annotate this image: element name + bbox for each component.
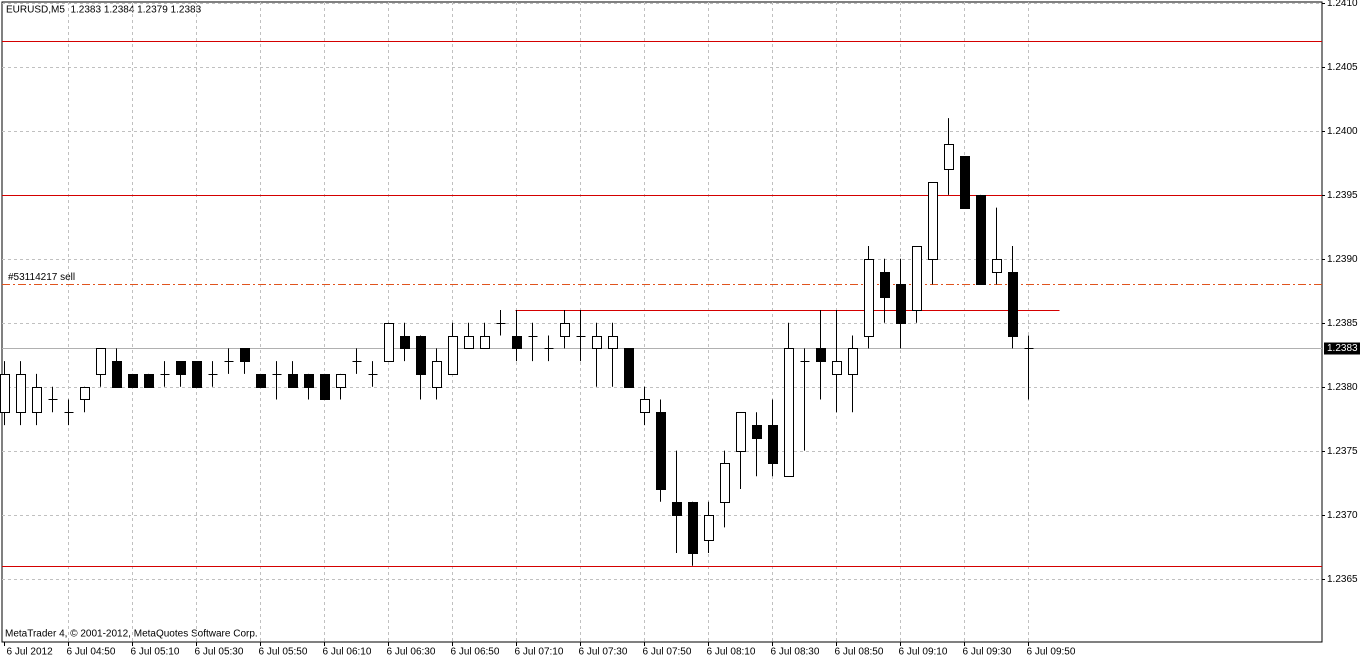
candle-body: [432, 361, 442, 388]
candle-body: [688, 502, 698, 554]
x-tick-label: 6 Jul 2012: [7, 647, 54, 658]
candle-body: [336, 374, 346, 388]
candle-body: [960, 156, 970, 209]
candle-body: [912, 246, 922, 311]
candle-body: [288, 374, 298, 388]
x-tick-label: 6 Jul 06:30: [387, 647, 436, 658]
x-tick-label: 6 Jul 09:30: [963, 647, 1012, 658]
candle-body: [880, 272, 890, 298]
candle-body: [784, 348, 794, 477]
candle-body: [16, 374, 26, 413]
candle-body: [752, 425, 762, 439]
candle-body: [400, 336, 410, 349]
candle-body: [144, 374, 154, 388]
x-tick-label: 6 Jul 08:50: [835, 647, 884, 658]
candle-body: [0, 374, 10, 413]
x-tick-label: 6 Jul 06:10: [323, 647, 372, 658]
x-tick-label: 6 Jul 04:50: [67, 647, 116, 658]
candle-body: [624, 348, 634, 388]
candle-body: [592, 336, 602, 349]
y-tick-label: 1.2410: [1327, 0, 1358, 9]
candle-body: [512, 336, 522, 349]
candle-body: [320, 374, 330, 400]
candle-body: [672, 502, 682, 516]
candle-body: [896, 284, 906, 324]
candle-body: [240, 348, 250, 362]
x-tick-label: 6 Jul 07:10: [515, 647, 564, 658]
y-tick-label: 1.2400: [1327, 126, 1358, 137]
candle-body: [736, 412, 746, 452]
candle-body: [976, 195, 986, 285]
y-tick-label: 1.2390: [1327, 254, 1358, 265]
x-tick-label: 6 Jul 06:50: [451, 647, 500, 658]
candle-body: [640, 399, 650, 413]
candle-body: [816, 348, 826, 362]
candle-body: [656, 412, 666, 490]
candle-body: [192, 361, 202, 388]
footer: MetaTrader 4, © 2001-2012, MetaQuotes So…: [5, 629, 258, 640]
y-tick-label: 1.2375: [1327, 446, 1358, 457]
candle-body: [864, 259, 874, 337]
candle-body: [464, 336, 474, 349]
x-tick-label: 6 Jul 07:30: [579, 647, 628, 658]
candle-body: [944, 144, 954, 170]
x-tick-label: 6 Jul 09:10: [899, 647, 948, 658]
candle-body: [176, 361, 186, 375]
plot-frame: [1, 1, 1323, 643]
x-tick-label: 6 Jul 08:10: [707, 647, 756, 658]
x-tick-label: 6 Jul 09:50: [1027, 647, 1076, 658]
x-tick-label: 6 Jul 08:30: [771, 647, 820, 658]
candle-body: [480, 336, 490, 349]
x-tick-label: 6 Jul 07:50: [643, 647, 692, 658]
order-label: #53114217 sell: [8, 272, 75, 283]
y-tick-label: 1.2395: [1327, 190, 1358, 201]
candle-body: [1008, 272, 1018, 337]
x-tick-label: 6 Jul 05:30: [195, 647, 244, 658]
candle-body: [416, 336, 426, 375]
candle-body: [768, 425, 778, 464]
candle-body: [96, 348, 106, 375]
y-tick-label: 1.2365: [1327, 574, 1358, 585]
candle-body: [384, 323, 394, 362]
y-tick-label: 1.2385: [1327, 318, 1358, 329]
candle-body: [992, 259, 1002, 273]
y-tick-label: 1.2380: [1327, 382, 1358, 393]
bid-tag: [1324, 342, 1360, 355]
x-tick-label: 6 Jul 05:50: [259, 647, 308, 658]
y-tick-label: 1.2405: [1327, 62, 1358, 73]
candle-body: [720, 463, 730, 503]
candle-body: [304, 374, 314, 388]
chart-title: EURUSD,M5 1.2383 1.2384 1.2379 1.2383: [6, 5, 202, 16]
candle-body: [832, 361, 842, 375]
y-tick-label: 1.2370: [1327, 510, 1358, 521]
candle-body: [32, 387, 42, 413]
candle-body: [704, 515, 714, 541]
bid-label: 1.2383: [1327, 343, 1358, 354]
candle-body: [448, 336, 458, 375]
x-tick-label: 6 Jul 05:10: [131, 647, 180, 658]
candle-body: [80, 387, 90, 400]
candle-body: [848, 348, 858, 375]
candle-body: [112, 361, 122, 388]
candle-body: [256, 374, 266, 388]
candle-body: [928, 182, 938, 260]
candle-body: [608, 336, 618, 349]
candle-body: [560, 323, 570, 337]
candle-body: [128, 374, 138, 388]
